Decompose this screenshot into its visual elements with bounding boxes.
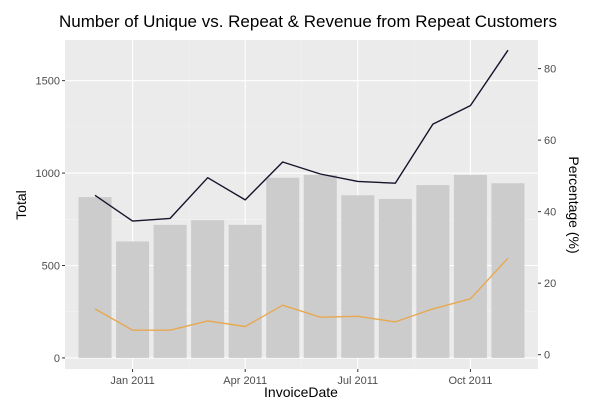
- chart-title: Number of Unique vs. Repeat & Revenue fr…: [59, 12, 557, 31]
- bar: [228, 224, 262, 358]
- bar: [78, 197, 112, 358]
- y2-tick-label: 0: [544, 350, 550, 362]
- y-tick-label: 500: [42, 260, 60, 272]
- x-tick-label: Oct 2011: [449, 375, 493, 387]
- bar: [378, 198, 412, 358]
- bar: [266, 177, 300, 358]
- bar: [453, 174, 487, 358]
- bar: [191, 220, 225, 358]
- y-axis-right: 0 20 40 60 80: [538, 64, 556, 362]
- y-tick-label: 1000: [36, 168, 60, 180]
- bar: [341, 195, 375, 358]
- y2-tick-label: 80: [544, 64, 556, 76]
- bar: [116, 241, 150, 358]
- x-axis: Jan 2011 Apr 2011 Jul 2011 Oct 2011: [110, 369, 492, 387]
- y2-tick-label: 20: [544, 278, 556, 290]
- bar: [416, 185, 450, 358]
- y-axis-left: 0 500 1000 1500: [36, 76, 65, 365]
- x-tick-label: Apr 2011: [223, 375, 267, 387]
- line-series: [94, 49, 509, 331]
- y2-tick-label: 60: [544, 135, 556, 147]
- y2-axis-title: Percentage (%): [566, 156, 582, 253]
- x-tick-label: Jul 2011: [337, 375, 378, 387]
- y-axis-title: Total: [13, 190, 29, 220]
- x-tick-label: Jan 2011: [110, 375, 154, 387]
- y-tick-label: 0: [54, 353, 60, 365]
- x-axis-title: InvoiceDate: [264, 384, 338, 400]
- y2-tick-label: 40: [544, 207, 556, 219]
- bar: [153, 224, 187, 358]
- series-line: [94, 257, 509, 331]
- bar: [303, 174, 337, 358]
- series-line: [94, 49, 509, 222]
- y-tick-label: 1500: [36, 76, 60, 88]
